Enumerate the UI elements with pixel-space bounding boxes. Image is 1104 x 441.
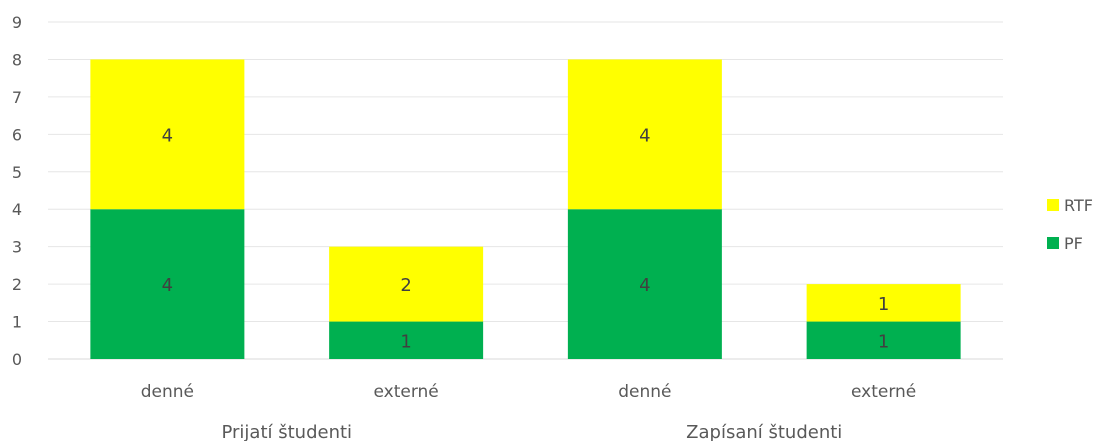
data-label: 4 (639, 125, 650, 146)
legend-swatch (1047, 199, 1059, 211)
data-labels: 4 4 1 2 4 4 1 1 (162, 125, 890, 352)
x-group-label: Zapísaní študenti (686, 422, 842, 441)
bar-segment (329, 246, 484, 322)
bar-segment (567, 59, 722, 210)
bar-segment (329, 321, 484, 359)
y-tick-label: 5 (12, 163, 22, 182)
legend-label: RTF (1064, 196, 1093, 215)
data-label: 2 (400, 275, 411, 296)
data-label: 4 (162, 125, 173, 146)
legend-swatch (1047, 237, 1059, 249)
data-label: 1 (878, 294, 889, 315)
y-axis: 0 1 2 3 4 5 6 7 8 9 (12, 13, 22, 369)
y-tick-label: 1 (12, 313, 22, 332)
x-group-label: Prijatí študenti (221, 422, 352, 441)
x-category-label: externé (851, 382, 916, 402)
y-tick-label: 4 (12, 200, 22, 219)
legend-label: PF (1064, 234, 1083, 253)
bar-segment (90, 209, 245, 359)
x-category-label: denné (141, 382, 194, 402)
bar-segment (806, 284, 961, 322)
data-label: 1 (400, 331, 411, 352)
bar-segment (567, 209, 722, 359)
data-label: 4 (162, 275, 173, 296)
bars (90, 59, 961, 359)
data-label: 4 (639, 275, 650, 296)
x-axis: denné externé denné externé Prijatí študenti… (141, 382, 917, 441)
legend: RTF PF (1047, 196, 1093, 253)
y-tick-label: 3 (12, 238, 22, 257)
bar-segment (90, 59, 245, 210)
y-tick-label: 2 (12, 275, 22, 294)
y-tick-label: 9 (12, 13, 22, 32)
y-tick-label: 8 (12, 50, 22, 69)
y-tick-label: 6 (12, 125, 22, 144)
bar-segment (806, 321, 961, 359)
x-category-label: denné (618, 382, 671, 402)
y-tick-label: 0 (12, 350, 22, 369)
x-category-label: externé (373, 382, 438, 402)
y-tick-label: 7 (12, 88, 22, 107)
data-label: 1 (878, 331, 889, 352)
